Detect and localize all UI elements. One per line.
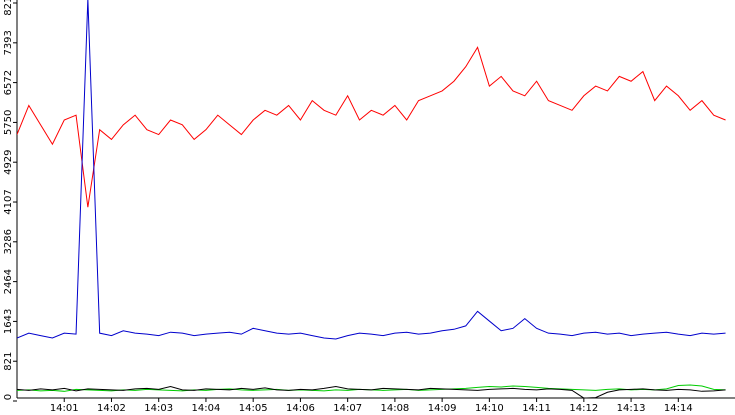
- x-tick-label: 14:06: [286, 403, 315, 414]
- x-tick-label: 14:14: [664, 403, 693, 414]
- y-tick-label: 8215: [3, 0, 14, 16]
- x-tick-label: 14:04: [192, 403, 221, 414]
- y-tick-label: 821: [3, 352, 14, 371]
- x-tick-label: 14:11: [522, 403, 551, 414]
- x-tick-label: 14:05: [239, 403, 268, 414]
- x-tick-label: 14:12: [569, 403, 598, 414]
- y-tick-label: 3286: [3, 229, 14, 254]
- x-tick-label: 14:10: [475, 403, 504, 414]
- y-tick-label: 1643: [3, 309, 14, 334]
- series-line: [17, 385, 726, 398]
- y-tick-label: 4929: [3, 149, 14, 174]
- x-tick-label: 14:07: [333, 403, 362, 414]
- x-tick-label: 14:08: [380, 403, 409, 414]
- y-tick-label: 6572: [3, 70, 14, 95]
- y-tick-label: 0: [3, 394, 14, 400]
- series-line: [17, 0, 726, 340]
- series-line: [17, 46, 726, 208]
- x-tick-label: 14:13: [617, 403, 646, 414]
- y-tick-label: 7393: [3, 30, 14, 55]
- x-tick-label: 14:03: [144, 403, 173, 414]
- plot-area: [17, 0, 726, 398]
- x-tick-label: 14:02: [97, 403, 126, 414]
- y-tick-label: 5750: [3, 110, 14, 135]
- y-tick-label: 2464: [3, 269, 14, 294]
- x-tick-label: 14:09: [428, 403, 457, 414]
- y-tick-label: 4107: [3, 189, 14, 214]
- x-tick-label: 14:01: [50, 403, 79, 414]
